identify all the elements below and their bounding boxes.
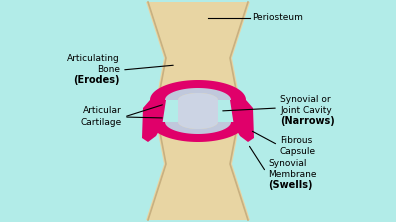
Polygon shape [142,100,166,142]
Text: Joint Cavity: Joint Cavity [280,105,332,115]
Text: Periosteum: Periosteum [252,14,303,22]
Text: Articular: Articular [83,105,122,115]
Polygon shape [178,93,218,129]
Text: (Erodes): (Erodes) [74,75,120,85]
Polygon shape [165,88,231,100]
Polygon shape [230,100,254,142]
Polygon shape [146,2,250,100]
Text: Cartilage: Cartilage [81,117,122,127]
Text: Fibrous: Fibrous [280,135,312,145]
Text: (Narrows): (Narrows) [280,116,335,126]
Text: Membrane: Membrane [268,170,316,178]
Text: (Swells): (Swells) [268,180,312,190]
Text: Synovial or: Synovial or [280,95,331,103]
Text: Synovial: Synovial [268,159,307,168]
Polygon shape [150,80,246,100]
Text: Capsule: Capsule [280,147,316,155]
Text: Bone: Bone [97,65,120,73]
Polygon shape [146,122,250,220]
Polygon shape [150,122,246,142]
Polygon shape [165,122,231,134]
Text: Articulating: Articulating [67,54,120,63]
